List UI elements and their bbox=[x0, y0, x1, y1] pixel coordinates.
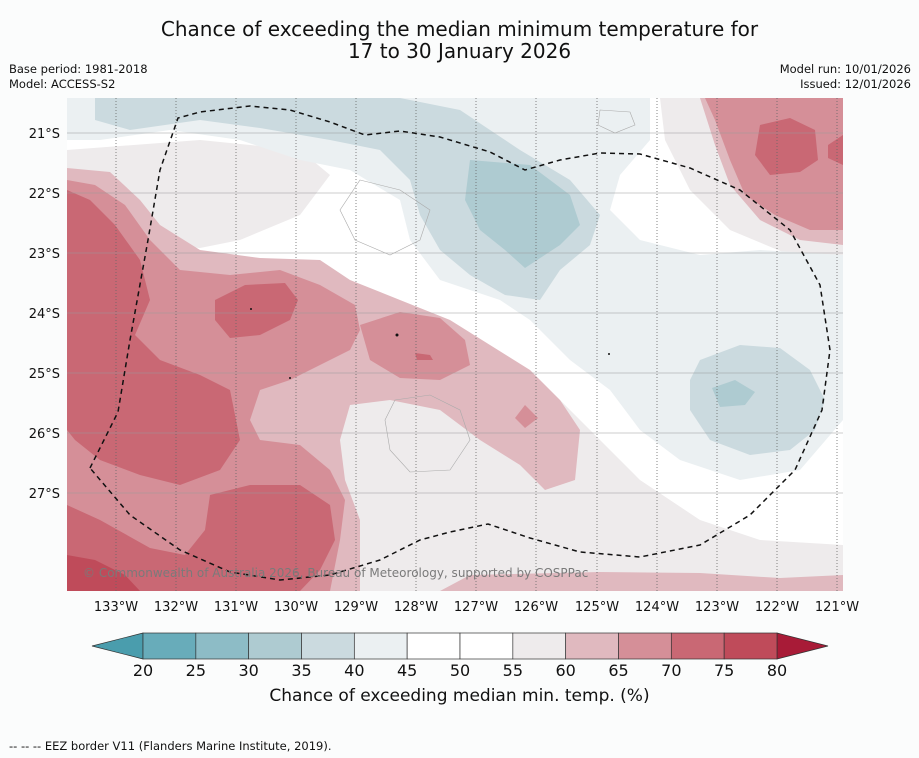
colorbar-segment bbox=[723, 632, 778, 660]
contour-band-30-35-east bbox=[712, 380, 755, 407]
meta-left: Base period: 1981-2018 Model: ACCESS-S2 bbox=[9, 62, 148, 92]
lon-label: 131°W bbox=[214, 600, 258, 615]
lat-label: 21°S bbox=[29, 127, 60, 142]
lat-label: 27°S bbox=[29, 487, 60, 502]
contour-band-35-40-nw-patch bbox=[110, 110, 134, 120]
lat-label: 24°S bbox=[29, 307, 60, 322]
colorbar-tick-label: 60 bbox=[555, 661, 575, 680]
colorbar-over-arrow bbox=[776, 632, 829, 660]
lat-label: 23°S bbox=[29, 247, 60, 262]
colorbar-segment bbox=[248, 632, 302, 660]
lon-label: 124°W bbox=[635, 600, 679, 615]
island-marker bbox=[608, 353, 610, 355]
lat-label: 26°S bbox=[29, 427, 60, 442]
colorbar-tick-label: 20 bbox=[133, 661, 153, 680]
colorbar-tick-label: 25 bbox=[186, 661, 206, 680]
island-marker bbox=[395, 333, 399, 337]
lon-label: 126°W bbox=[514, 600, 558, 615]
colorbar-tick-label: 35 bbox=[291, 661, 311, 680]
colorbar-tick-label: 70 bbox=[661, 661, 681, 680]
base-period: Base period: 1981-2018 bbox=[9, 62, 148, 76]
colorbar-segment bbox=[195, 632, 250, 660]
contour-band-35-40-north bbox=[95, 98, 600, 300]
contour-band-60-65-south bbox=[440, 572, 843, 591]
latitude-labels: 21°S 22°S 23°S 24°S 25°S 26°S 27°S bbox=[29, 127, 60, 502]
model-run: Model run: 10/01/2026 bbox=[779, 62, 911, 76]
lon-label: 125°W bbox=[575, 600, 619, 615]
contour-band-70-75-ne bbox=[755, 118, 818, 175]
colorbar-tick-label: 50 bbox=[450, 661, 470, 680]
title-line-2: 17 to 30 January 2026 bbox=[347, 39, 572, 63]
eez-legend-note: -- -- -- EEZ border V11 (Flanders Marine… bbox=[9, 739, 332, 753]
model-name: Model: ACCESS-S2 bbox=[9, 77, 116, 91]
parallels bbox=[67, 132, 843, 494]
issued-date: Issued: 12/01/2026 bbox=[800, 77, 911, 91]
contour-band-70-75-west bbox=[67, 190, 240, 485]
colorbar-tick-label: 45 bbox=[397, 661, 417, 680]
colorbar-segment bbox=[618, 632, 672, 660]
colorbar-segment bbox=[565, 632, 619, 660]
contour-band-35-40-east bbox=[690, 345, 825, 455]
copyright-notice: © Commonwealth of Australia 2026, Bureau… bbox=[83, 566, 588, 580]
map-panel: © Commonwealth of Australia 2026, Bureau… bbox=[67, 98, 843, 591]
colorbar-tick-label: 75 bbox=[714, 661, 734, 680]
meridians bbox=[115, 98, 838, 591]
title-line-1: Chance of exceeding the median minimum t… bbox=[160, 17, 759, 41]
colorbar-under-arrow bbox=[91, 632, 144, 660]
lat-label: 22°S bbox=[29, 187, 60, 202]
lon-label: 133°W bbox=[94, 600, 138, 615]
colorbar-segment bbox=[142, 632, 197, 660]
colorbar: 20 25 30 35 40 45 50 55 60 65 70 75 80 bbox=[91, 632, 829, 680]
contour-band-70-75-ne-edge bbox=[828, 135, 843, 165]
colorbar-tick-label: 30 bbox=[238, 661, 258, 680]
contour-lines bbox=[339, 109, 636, 473]
island-markers bbox=[250, 308, 610, 379]
island-marker bbox=[289, 377, 291, 379]
colorbar-segment bbox=[406, 632, 461, 660]
lon-label: 132°W bbox=[154, 600, 198, 615]
lon-label: 130°W bbox=[274, 600, 318, 615]
lat-label: 25°S bbox=[29, 367, 60, 382]
contour-band-65-70-center bbox=[360, 312, 470, 380]
colorbar-segment bbox=[353, 632, 408, 660]
lon-label: 123°W bbox=[695, 600, 739, 615]
lon-label: 127°W bbox=[454, 600, 498, 615]
meta-right: Model run: 10/01/2026 Issued: 12/01/2026 bbox=[780, 62, 911, 92]
contour-band-40-45-north bbox=[67, 98, 843, 480]
colorbar-tick-label: 40 bbox=[344, 661, 364, 680]
colorbar-segment bbox=[512, 632, 567, 660]
colorbar-segment bbox=[301, 632, 355, 660]
colorbar-segment bbox=[670, 632, 725, 660]
contour-band-65-70-patch bbox=[515, 405, 538, 428]
lon-label: 121°W bbox=[815, 600, 859, 615]
longitude-labels: 133°W 132°W 131°W 130°W 129°W 128°W 127°… bbox=[94, 600, 859, 615]
lon-label: 129°W bbox=[334, 600, 378, 615]
colorbar-tick-label: 55 bbox=[503, 661, 523, 680]
colorbar-segment bbox=[459, 632, 514, 660]
lon-label: 128°W bbox=[394, 600, 438, 615]
colorbar-tick-label: 80 bbox=[767, 661, 787, 680]
island-marker bbox=[250, 308, 252, 310]
graticule bbox=[67, 98, 843, 591]
contour-band-70-75-patch bbox=[415, 353, 433, 360]
contour-band-70-75-south bbox=[67, 485, 335, 591]
contour-band-75-80 bbox=[67, 555, 140, 591]
lon-label: 122°W bbox=[755, 600, 799, 615]
colorbar-tick-label: 65 bbox=[608, 661, 628, 680]
colorbar-label: Chance of exceeding median min. temp. (%… bbox=[269, 686, 650, 706]
contour-band-30-35-north bbox=[465, 160, 580, 268]
map-title: Chance of exceeding the median minimum t… bbox=[0, 18, 919, 62]
